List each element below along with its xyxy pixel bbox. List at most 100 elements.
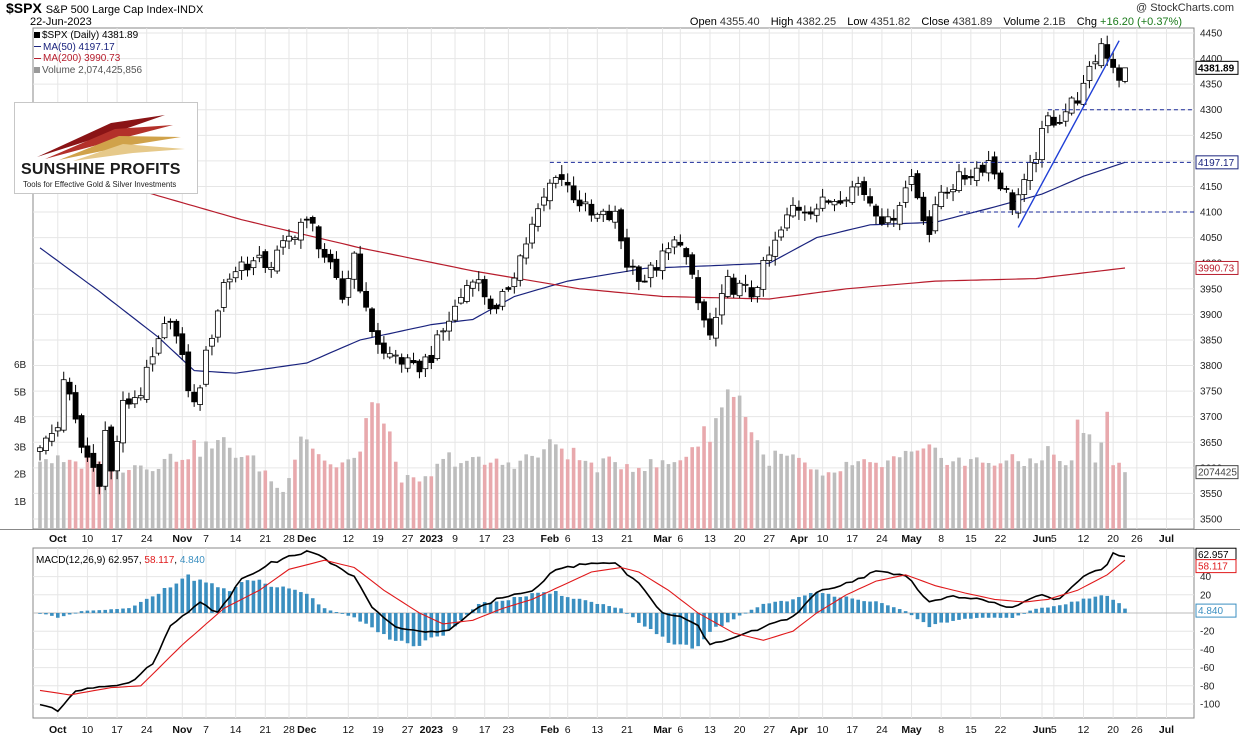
x-tick-label: 17 <box>479 533 491 545</box>
candle-up <box>475 279 482 284</box>
price-tick-label: 4050 <box>1200 233 1223 244</box>
x-tick-label: 9 <box>452 533 458 545</box>
x-tick-label: 13 <box>591 533 603 545</box>
volume-bar <box>399 482 404 529</box>
volume-bar <box>423 476 428 529</box>
price-tick-label: 4100 <box>1200 208 1223 219</box>
macd-histogram-bar <box>797 597 801 613</box>
candle-up <box>149 356 156 365</box>
macd-histogram-bar <box>79 611 84 613</box>
legend-volume-text: Volume 2,074,425,856 <box>42 64 143 76</box>
candle-up <box>819 196 826 209</box>
volume-bar <box>832 472 837 529</box>
candle-up <box>60 379 67 431</box>
volume-bar <box>642 471 647 529</box>
candle-up <box>232 271 239 279</box>
volume-bar <box>1093 462 1098 529</box>
value-tag-box <box>1195 155 1239 170</box>
volume-bar <box>678 460 683 529</box>
ma200-line <box>39 157 1126 300</box>
macd-histogram-bar <box>868 601 872 613</box>
volume-bar <box>1105 411 1110 529</box>
macd-histogram-bar <box>666 613 671 643</box>
macd-histogram-bar <box>554 590 558 613</box>
candle-up <box>855 183 862 188</box>
macd-histogram-bar <box>702 613 706 640</box>
x-tick-label: Dec <box>297 533 316 545</box>
volume-bar <box>761 454 766 529</box>
volume-bar <box>287 478 291 529</box>
macd-x-tick-label: 5 <box>1051 724 1057 736</box>
close-label: Close <box>921 16 950 28</box>
macd-x-tick-label: 13 <box>591 724 603 736</box>
legend-ma50-swatch <box>34 46 41 48</box>
volume-bar <box>767 465 772 529</box>
candle-up <box>790 204 796 217</box>
macd-histogram-bar <box>405 613 410 644</box>
volume-bar <box>465 460 469 529</box>
macd-x-tick-label: 20 <box>734 724 746 736</box>
volume-bar <box>115 469 119 529</box>
volume-bar <box>1010 454 1015 529</box>
candle-up <box>671 239 678 248</box>
volume-bar <box>915 450 920 529</box>
macd-x-tick-label: May <box>901 724 922 736</box>
candle-down <box>327 253 334 263</box>
macd-histogram-bar <box>808 593 813 613</box>
candle-up <box>511 277 518 288</box>
volume-bar <box>103 455 108 529</box>
volume-bar <box>785 455 789 529</box>
open-value: 4355.40 <box>719 16 760 28</box>
volume-bar <box>814 469 819 529</box>
macd-x-tick-label: 27 <box>763 724 775 736</box>
x-tick-label: 22 <box>995 533 1007 545</box>
macd-x-tick-label: 22 <box>995 724 1007 736</box>
macd-histogram-bar <box>826 593 831 613</box>
x-tick-label: 10 <box>82 533 94 545</box>
volume-bar <box>150 471 155 529</box>
volume-bar <box>44 459 48 529</box>
macd-histogram-bar <box>832 596 837 613</box>
volume-bar <box>198 456 202 529</box>
volume-bar <box>820 475 825 529</box>
volume-bar <box>530 455 534 529</box>
x-tick-label: Feb <box>541 533 560 545</box>
volume-bar <box>743 417 748 529</box>
candle-down <box>185 351 192 392</box>
candle-up <box>902 187 909 203</box>
volume-bar <box>998 463 1003 529</box>
price-legend: $SPX (Daily) 4381.89 MA(50) 4197.17 MA(2… <box>34 30 142 76</box>
candle-down <box>380 342 387 354</box>
volume-bar <box>808 469 813 529</box>
price-tick-label: 3900 <box>1200 310 1223 321</box>
candle-down <box>66 381 73 395</box>
volume-tick-label: 3B <box>14 442 27 453</box>
macd-value-tag-text: 58.117 <box>1198 562 1228 573</box>
volume-bar <box>393 461 398 529</box>
close-value: 4381.89 <box>952 16 993 28</box>
chg-value: +16.20 (+0.37%) <box>1100 16 1182 28</box>
volume-bar <box>1117 462 1121 529</box>
volume-bar <box>992 465 997 529</box>
x-tick-label: 6 <box>677 533 683 545</box>
candle-down <box>689 254 696 275</box>
volume-bar <box>109 459 113 529</box>
macd-histogram-bar <box>637 613 641 623</box>
macd-histogram-bar <box>61 613 66 617</box>
logo-sun-icon <box>37 115 185 161</box>
macd-histogram-bar <box>399 613 404 641</box>
macd-histogram-bar <box>927 613 932 628</box>
volume-bar <box>957 457 961 529</box>
volume-bar <box>583 460 588 529</box>
volume-bar <box>210 448 214 529</box>
candle-down <box>1074 100 1081 104</box>
macd-histogram-bar <box>435 613 440 637</box>
macd-histogram-bar <box>494 601 499 613</box>
volume-bar <box>548 439 552 529</box>
volume-bar <box>376 403 380 529</box>
candle-up <box>932 204 939 232</box>
volume-bar <box>251 455 256 529</box>
volume-bar <box>257 471 262 529</box>
candle-down <box>564 181 571 186</box>
symbol-name: S&P 500 Large Cap Index <box>45 4 174 16</box>
